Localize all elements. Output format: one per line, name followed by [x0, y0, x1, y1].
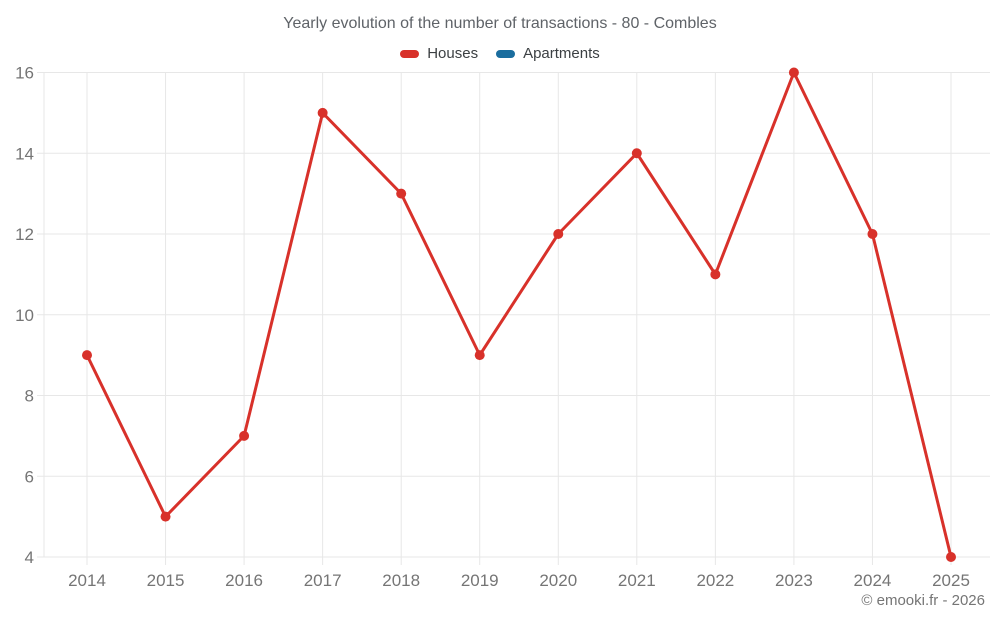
data-point[interactable]: [160, 511, 171, 522]
y-tick-label: 8: [25, 387, 34, 406]
data-point[interactable]: [788, 67, 799, 78]
chart-title: Yearly evolution of the number of transa…: [283, 15, 717, 32]
data-point[interactable]: [474, 350, 485, 361]
legend-item-apartments[interactable]: Apartments: [496, 45, 600, 62]
x-tick-label: 2019: [461, 571, 499, 590]
legend-item-houses[interactable]: Houses: [400, 45, 478, 62]
y-tick-label: 10: [15, 306, 34, 325]
x-tick-label: 2016: [225, 571, 263, 590]
y-tick-label: 16: [15, 64, 34, 83]
data-point[interactable]: [553, 229, 564, 239]
data-point[interactable]: [710, 269, 721, 280]
houses-swatch-icon: [400, 50, 420, 58]
data-point[interactable]: [239, 430, 250, 441]
x-tick-label: 2023: [775, 571, 813, 590]
legend-label-houses: Houses: [427, 45, 479, 62]
y-tick-label: 6: [25, 467, 34, 486]
data-point[interactable]: [946, 552, 956, 562]
data-point[interactable]: [82, 350, 92, 361]
x-tick-label: 2015: [147, 571, 185, 590]
x-tick-label: 2021: [618, 571, 656, 590]
x-tick-label: 2017: [304, 571, 342, 590]
x-tick-label: 2018: [382, 571, 420, 590]
x-tick-label: 2020: [539, 571, 577, 590]
data-point[interactable]: [317, 107, 328, 118]
x-tick-label: 2025: [932, 571, 970, 590]
data-point[interactable]: [396, 188, 407, 199]
data-point[interactable]: [867, 229, 878, 239]
x-tick-label: 2024: [854, 571, 892, 590]
apartments-swatch-icon: [496, 50, 516, 58]
series-line-houses: [85, 71, 953, 559]
data-point[interactable]: [631, 148, 642, 159]
y-tick-label: 4: [25, 548, 34, 567]
x-tick-label: 2022: [696, 571, 734, 590]
legend-label-apartments: Apartments: [523, 45, 600, 62]
y-tick-label: 12: [15, 225, 34, 244]
copyright-text: © emooki.fr - 2026: [861, 592, 985, 609]
y-tick-label: 14: [15, 144, 34, 163]
chart-legend: Houses Apartments: [0, 45, 1000, 62]
x-tick-label: 2014: [68, 571, 106, 590]
